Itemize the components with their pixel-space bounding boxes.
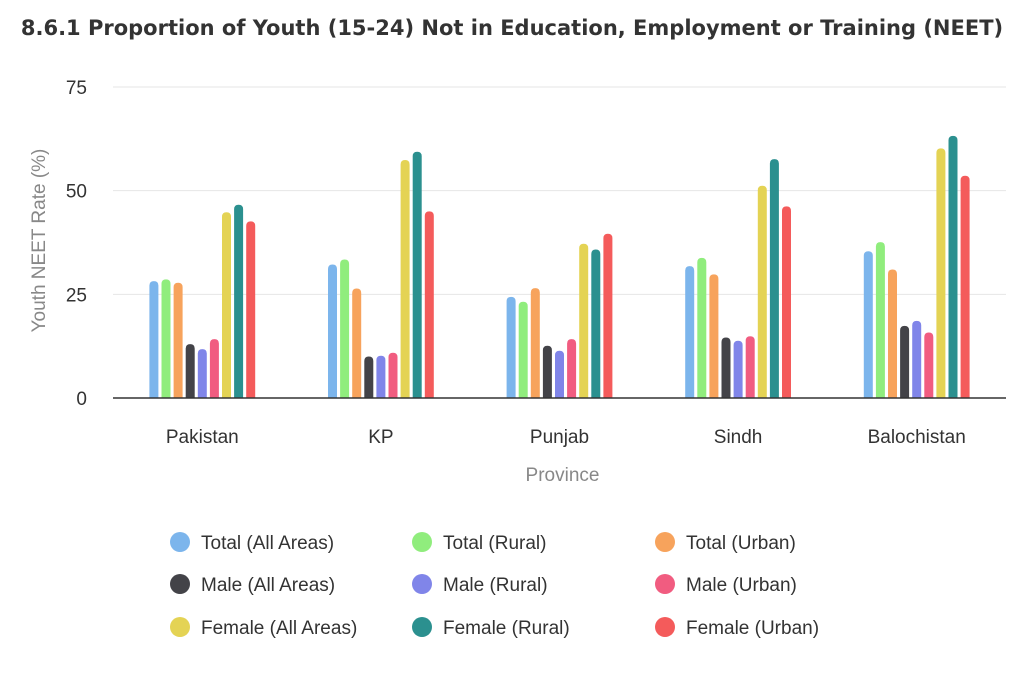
y-tick-label: 50	[66, 182, 87, 203]
legend-label: Female (Urban)	[686, 618, 819, 639]
x-tick-label: Sindh	[714, 427, 763, 448]
bar	[376, 355, 386, 398]
bar	[412, 151, 422, 398]
bar	[542, 345, 552, 398]
legend-marker	[412, 574, 432, 594]
bar	[709, 274, 719, 398]
legend-item: Male (Rural)	[412, 574, 548, 596]
bar	[875, 242, 885, 398]
bar	[328, 264, 337, 398]
legend-marker	[655, 574, 675, 594]
bar	[721, 337, 731, 398]
legend-marker	[170, 532, 190, 552]
bar	[745, 336, 755, 398]
legend-marker	[412, 617, 432, 637]
bars-layer	[149, 135, 970, 398]
bar	[591, 249, 601, 398]
bar	[424, 211, 434, 398]
legend-label: Total (Urban)	[686, 533, 796, 554]
bar	[948, 135, 958, 398]
bar	[733, 340, 743, 398]
bar	[769, 159, 779, 398]
chart-title: 8.6.1 Proportion of Youth (15-24) Not in…	[20, 16, 1004, 40]
bar	[209, 339, 219, 398]
legend-label: Total (Rural)	[443, 533, 546, 554]
legend-item: Female (All Areas)	[170, 617, 357, 639]
bar	[400, 159, 410, 398]
bar	[603, 233, 613, 398]
x-tick-label: Balochistan	[868, 427, 966, 448]
bar	[197, 349, 207, 398]
legend-marker	[655, 617, 675, 637]
bar	[782, 206, 791, 398]
legend-marker	[170, 574, 190, 594]
bar	[579, 243, 589, 398]
bar	[222, 212, 231, 398]
legend-layer: Total (All Areas) Total (Rural) Total (Urb…	[170, 532, 819, 639]
legend-label: Male (Rural)	[443, 575, 548, 596]
y-axis-title: Youth NEET Rate (%)	[29, 149, 50, 333]
bar	[863, 251, 873, 398]
legend-label: Female (Rural)	[443, 618, 570, 639]
legend-marker	[412, 532, 432, 552]
axis-layer: 0 25 50 75 Pakistan KP Punjab Sindh Balochistan P…	[29, 78, 1006, 486]
bar	[530, 288, 540, 398]
legend-item: Total (All Areas)	[170, 532, 334, 554]
bar	[555, 350, 564, 398]
bar	[388, 352, 398, 398]
bar	[912, 320, 922, 398]
bar	[518, 301, 528, 398]
bar	[149, 281, 159, 398]
y-tick-label: 0	[76, 389, 87, 410]
x-tick-label: KP	[368, 427, 393, 448]
bar	[161, 279, 171, 398]
legend-item: Female (Rural)	[412, 617, 570, 639]
legend-item: Total (Urban)	[655, 532, 796, 554]
bar	[246, 221, 256, 398]
bar	[234, 204, 244, 398]
bar	[924, 332, 934, 398]
x-tick-label: Pakistan	[166, 427, 239, 448]
y-tick-label: 75	[66, 78, 87, 99]
legend-label: Female (All Areas)	[201, 618, 357, 639]
legend-label: Male (Urban)	[686, 575, 797, 596]
grid-layer	[113, 86, 1006, 295]
legend-item: Female (Urban)	[655, 617, 819, 639]
bar	[364, 356, 374, 398]
legend-item: Male (Urban)	[655, 574, 797, 596]
bar	[567, 339, 577, 398]
legend-marker	[170, 617, 190, 637]
bar	[888, 269, 897, 398]
bar	[757, 185, 767, 398]
legend-label: Male (All Areas)	[201, 575, 335, 596]
legend-item: Male (All Areas)	[170, 574, 335, 596]
bar	[900, 325, 910, 398]
bar	[960, 175, 970, 398]
bar	[340, 259, 350, 398]
x-axis-title: Province	[526, 465, 600, 486]
bar	[173, 282, 183, 398]
x-tick-label: Punjab	[530, 427, 589, 448]
bar	[936, 148, 946, 398]
bar	[685, 266, 695, 398]
legend-item: Total (Rural)	[412, 532, 546, 554]
bar	[506, 296, 516, 398]
y-tick-label: 25	[66, 285, 87, 306]
legend-label: Total (All Areas)	[201, 533, 334, 554]
bar	[185, 344, 195, 398]
legend-marker	[655, 532, 675, 552]
bar	[697, 257, 707, 398]
bar	[352, 288, 362, 398]
